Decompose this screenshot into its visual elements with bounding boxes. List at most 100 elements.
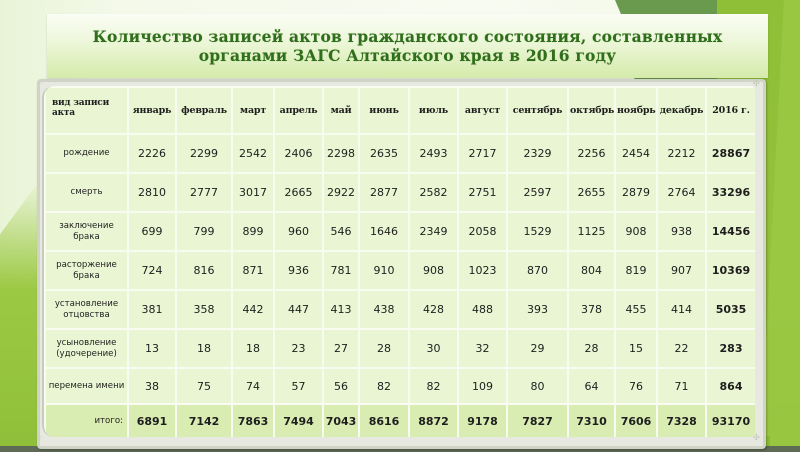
cell-value: 18 (175, 328, 233, 369)
column-header: июль (408, 86, 459, 135)
resize-handle-bottom-left-icon: ◦ (38, 433, 43, 442)
cell-value: 804 (567, 250, 616, 291)
table-total-row: итого: 6891 7142 7863 7494 7043 8616 887… (44, 403, 755, 437)
cell-value: 442 (231, 289, 275, 330)
cell-value: 2256 (567, 133, 616, 174)
cell-value: 2329 (506, 133, 569, 174)
cell-value: 1125 (567, 211, 616, 252)
cell-value: 30 (408, 328, 459, 369)
row-label: рождение (44, 133, 129, 174)
cell-value: 15 (614, 328, 658, 369)
cell-grand-total: 93170 (705, 403, 755, 437)
cell-value: 413 (322, 289, 360, 330)
column-header: февраль (175, 86, 233, 135)
cell-month-total: 6891 (127, 403, 177, 437)
cell-value: 2298 (322, 133, 360, 174)
cell-value: 378 (567, 289, 616, 330)
table-header-row: вид записи акта январь февраль март апре… (44, 86, 755, 135)
resize-handle-top-left-icon: ◦ (38, 79, 43, 88)
cell-value: 2542 (231, 133, 275, 174)
cell-value: 71 (656, 367, 707, 405)
cell-value: 2582 (408, 172, 459, 213)
table-row: установление отцовства 381 358 442 447 4… (44, 289, 755, 330)
cell-value: 28 (567, 328, 616, 369)
cell-value: 447 (273, 289, 324, 330)
cell-month-total: 8616 (358, 403, 410, 437)
cell-value: 908 (614, 211, 658, 252)
cell-value: 546 (322, 211, 360, 252)
cell-value: 438 (358, 289, 410, 330)
cell-value: 1023 (457, 250, 508, 291)
cell-value: 2212 (656, 133, 707, 174)
cell-value: 871 (231, 250, 275, 291)
cell-value: 109 (457, 367, 508, 405)
row-label: перемена имени (44, 367, 129, 405)
table-row: перемена имени 38 75 74 57 56 82 82 109 … (44, 367, 755, 405)
column-header: март (231, 86, 275, 135)
cell-value: 2751 (457, 172, 508, 213)
cell-value: 2810 (127, 172, 177, 213)
cell-value: 74 (231, 367, 275, 405)
column-header: сентябрь (506, 86, 569, 135)
cell-value: 27 (322, 328, 360, 369)
cell-value: 455 (614, 289, 658, 330)
row-label: установление отцовства (44, 289, 129, 330)
cell-value: 64 (567, 367, 616, 405)
cell-month-total: 7328 (656, 403, 707, 437)
cell-value: 488 (457, 289, 508, 330)
cell-month-total: 9178 (457, 403, 508, 437)
column-header: июнь (358, 86, 410, 135)
total-row-label: итого: (44, 403, 129, 437)
cell-value: 428 (408, 289, 459, 330)
cell-value: 699 (127, 211, 177, 252)
cell-month-total: 7310 (567, 403, 616, 437)
cell-value: 80 (506, 367, 569, 405)
cell-value: 2226 (127, 133, 177, 174)
cell-value: 2597 (506, 172, 569, 213)
column-header-record-type: вид записи акта (44, 86, 129, 135)
title-banner: Количество записей актов гражданского со… (47, 14, 768, 78)
cell-value: 816 (175, 250, 233, 291)
column-header: апрель (273, 86, 324, 135)
column-header-year-total: 2016 г. (705, 86, 755, 135)
cell-value: 2879 (614, 172, 658, 213)
row-label: заключение брака (44, 211, 129, 252)
cell-value: 3017 (231, 172, 275, 213)
cell-value: 2299 (175, 133, 233, 174)
column-header: декабрь (656, 86, 707, 135)
cell-row-total: 28867 (705, 133, 755, 174)
cell-value: 2493 (408, 133, 459, 174)
cell-month-total: 8872 (408, 403, 459, 437)
column-header: май (322, 86, 360, 135)
cell-value: 38 (127, 367, 177, 405)
cell-month-total: 7142 (175, 403, 233, 437)
cell-value: 2349 (408, 211, 459, 252)
data-table-container: вид записи акта январь февраль март апре… (42, 86, 755, 437)
cell-value: 57 (273, 367, 324, 405)
cell-value: 724 (127, 250, 177, 291)
cell-month-total: 7863 (231, 403, 275, 437)
cell-value: 414 (656, 289, 707, 330)
row-label: смерть (44, 172, 129, 213)
cell-month-total: 7827 (506, 403, 569, 437)
column-header: август (457, 86, 508, 135)
row-label: усыновление (удочерение) (44, 328, 129, 369)
cell-value: 819 (614, 250, 658, 291)
page-title-line-2: органами ЗАГС Алтайского края в 2016 год… (198, 46, 617, 65)
cell-value: 358 (175, 289, 233, 330)
table-row: смерть 2810 2777 3017 2665 2922 2877 258… (44, 172, 755, 213)
column-header: ноябрь (614, 86, 658, 135)
cell-value: 938 (656, 211, 707, 252)
cell-value: 82 (358, 367, 410, 405)
cell-value: 2717 (457, 133, 508, 174)
column-header: октябрь (567, 86, 616, 135)
cell-row-total: 14456 (705, 211, 755, 252)
cell-row-total: 864 (705, 367, 755, 405)
cell-month-total: 7606 (614, 403, 658, 437)
cell-value: 18 (231, 328, 275, 369)
cell-row-total: 5035 (705, 289, 755, 330)
cell-value: 936 (273, 250, 324, 291)
cell-row-total: 283 (705, 328, 755, 369)
cell-value: 75 (175, 367, 233, 405)
cell-value: 910 (358, 250, 410, 291)
